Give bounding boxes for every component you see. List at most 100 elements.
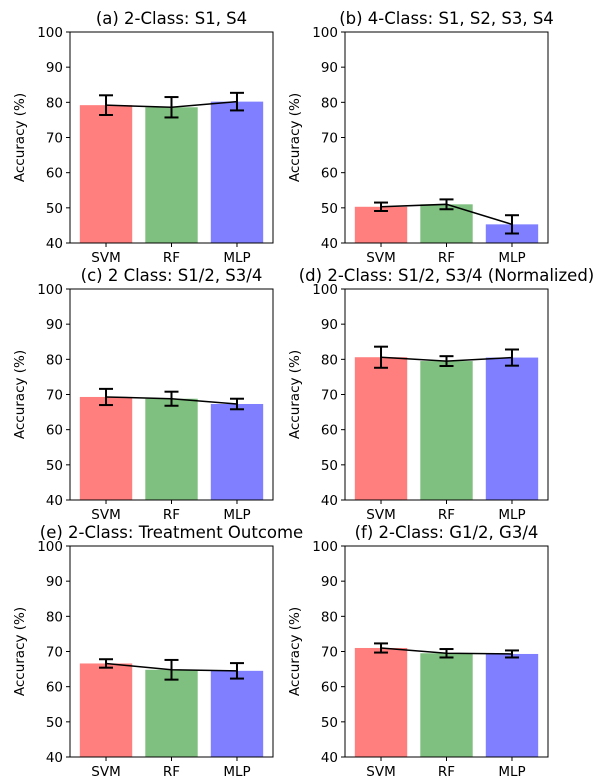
subplot-b: (b) 4-Class: S1, S2, S3, S4 Accuracy (%) 4… — [287, 9, 554, 266]
subplot-title: (f) 2-Class: G1/2, G3/4 — [355, 523, 539, 542]
error-bar-svm — [374, 642, 389, 654]
y-tick-label: 100 — [37, 25, 63, 41]
bar-svm — [354, 647, 408, 757]
y-tick-label: 60 — [46, 680, 63, 696]
y-tick-label: 90 — [46, 60, 63, 76]
y-tick-label: 50 — [321, 201, 338, 217]
y-tick-label: 50 — [46, 201, 63, 217]
y-tick-label: 40 — [46, 493, 63, 509]
subplot-title: (c) 2 Class: S1/2, S3/4 — [81, 266, 263, 285]
y-tick-label: 60 — [321, 166, 338, 182]
bar-mlp — [210, 403, 264, 500]
bar-mlp — [210, 670, 264, 757]
x-tick-label: RF — [163, 250, 180, 266]
x-tick-label: MLP — [498, 764, 525, 780]
subplot-d: (d) 2-Class: S1/2, S3/4 (Normalized) Accu… — [287, 266, 594, 523]
x-tick-label: RF — [163, 764, 180, 780]
bar-svm — [354, 206, 408, 243]
x-tick-label: MLP — [223, 764, 250, 780]
y-tick-label: 80 — [321, 352, 338, 368]
bar-svm — [79, 396, 133, 500]
error-bar-svm — [99, 658, 114, 669]
y-axis-label: Accuracy (%) — [12, 350, 28, 439]
x-tick-label: MLP — [498, 250, 525, 266]
x-tick-label: MLP — [498, 507, 525, 523]
y-tick-label: 100 — [37, 282, 63, 298]
error-bar-rf — [164, 390, 179, 407]
y-tick-label: 90 — [321, 574, 338, 590]
subplot-c: (c) 2 Class: S1/2, S3/4 Accuracy (%) 40 50 6… — [12, 266, 274, 523]
error-bar-mlp — [504, 348, 519, 367]
bar-svm — [354, 357, 408, 500]
subplot-f: (f) 2-Class: G1/2, G3/4 Accuracy (%) 40 50 6… — [287, 523, 549, 780]
y-axis-label: Accuracy (%) — [12, 607, 28, 696]
y-tick-label: 90 — [46, 317, 63, 333]
y-tick-label: 70 — [321, 645, 338, 661]
y-tick-label: 60 — [46, 166, 63, 182]
error-bar-svm — [99, 387, 114, 407]
y-tick-label: 80 — [46, 609, 63, 625]
bar-svm — [79, 105, 133, 243]
y-tick-label: 100 — [37, 539, 63, 555]
y-axis-label: Accuracy (%) — [287, 93, 303, 182]
y-tick-label: 80 — [46, 352, 63, 368]
bar-mlp — [210, 101, 264, 243]
y-tick-label: 100 — [312, 282, 338, 298]
y-tick-label: 70 — [46, 131, 63, 147]
y-tick-label: 40 — [321, 236, 338, 252]
y-tick-label: 40 — [46, 750, 63, 766]
x-tick-label: MLP — [223, 507, 250, 523]
error-bar-mlp — [229, 397, 244, 411]
y-tick-label: 50 — [46, 715, 63, 731]
subplot-title: (a) 2-Class: S1, S4 — [96, 9, 247, 28]
y-tick-label: 70 — [46, 645, 63, 661]
error-bar-rf — [439, 648, 454, 659]
y-tick-label: 40 — [321, 493, 338, 509]
subplot-title: (d) 2-Class: S1/2, S3/4 (Normalized) — [299, 266, 595, 285]
y-tick-label: 40 — [321, 750, 338, 766]
x-tick-label: SVM — [91, 250, 120, 266]
x-tick-label: RF — [438, 764, 455, 780]
y-tick-label: 60 — [46, 423, 63, 439]
y-tick-label: 70 — [321, 131, 338, 147]
y-axis-label: Accuracy (%) — [287, 350, 303, 439]
bar-svm — [79, 663, 133, 757]
error-bar-rf — [439, 355, 454, 368]
bar-rf — [145, 669, 198, 757]
y-tick-label: 100 — [312, 25, 338, 41]
error-bar-svm — [374, 201, 389, 212]
y-axis-label: Accuracy (%) — [287, 607, 303, 696]
bar-mlp — [485, 357, 539, 500]
y-tick-label: 50 — [321, 715, 338, 731]
x-tick-label: RF — [438, 250, 455, 266]
subplot-a: (a) 2-Class: S1, S4 Accuracy (%) 40 50 60 70 8… — [12, 9, 274, 266]
error-bar-svm — [99, 94, 114, 116]
bar-mlp — [485, 653, 539, 757]
y-tick-label: 100 — [312, 539, 338, 555]
y-tick-label: 80 — [46, 95, 63, 111]
x-tick-label: RF — [163, 507, 180, 523]
y-tick-label: 80 — [321, 609, 338, 625]
y-tick-label: 90 — [46, 574, 63, 590]
x-tick-label: SVM — [366, 764, 395, 780]
y-tick-label: 50 — [321, 458, 338, 474]
error-bar-mlp — [229, 91, 244, 112]
subplot-e: (e) 2-Class: Treatment Outcome Accuracy (… — [12, 523, 303, 780]
y-tick-label: 90 — [321, 60, 338, 76]
bar-rf — [145, 107, 198, 243]
x-tick-label: SVM — [366, 250, 395, 266]
y-tick-label: 40 — [46, 236, 63, 252]
subplot-title: (b) 4-Class: S1, S2, S3, S4 — [339, 9, 554, 28]
error-bar-rf — [164, 96, 179, 119]
y-tick-label: 60 — [321, 423, 338, 439]
error-bar-svm — [374, 345, 389, 369]
error-bar-rf — [164, 658, 179, 681]
x-tick-label: SVM — [91, 764, 120, 780]
error-bar-mlp — [504, 214, 519, 235]
subplot-title: (e) 2-Class: Treatment Outcome — [40, 523, 303, 542]
bar-rf — [420, 361, 473, 500]
y-tick-label: 90 — [321, 317, 338, 333]
bar-rf — [420, 653, 473, 757]
y-tick-label: 60 — [321, 680, 338, 696]
